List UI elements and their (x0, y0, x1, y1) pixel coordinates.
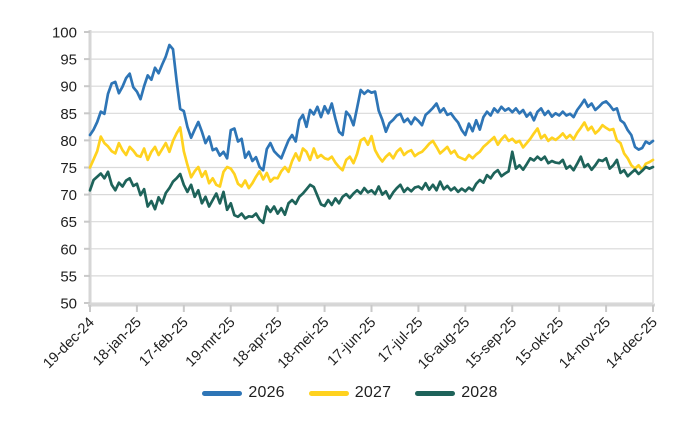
legend-label-2026: 2026 (248, 384, 285, 401)
y-axis-label: 60 (60, 241, 77, 258)
y-axis-label: 65 (60, 214, 77, 231)
x-axis-label: 19-mrt-25 (183, 315, 239, 371)
series-line-2027 (88, 121, 655, 190)
y-axis-label: 50 (60, 296, 77, 313)
legend-swatch-2027 (308, 390, 349, 396)
y-axis-label: 75 (60, 160, 77, 177)
chart-legend: 2026 2027 2028 (0, 384, 700, 402)
legend-item-2027: 2027 (308, 384, 392, 402)
legend-swatch-2028 (415, 390, 456, 396)
y-axis-label: 55 (60, 268, 77, 285)
x-axis-label: 18-mei-25 (275, 315, 332, 372)
legend-label-2028: 2028 (461, 384, 498, 401)
y-axis-label: 70 (60, 187, 77, 204)
x-axis-label: 17-jun-25 (325, 315, 380, 370)
x-axis-label: 14-dec-25 (603, 315, 660, 372)
legend-swatch-2026 (202, 390, 243, 396)
legend-label-2027: 2027 (354, 384, 392, 401)
y-axis-label: 100 (52, 25, 77, 42)
legend-item-2028: 2028 (415, 384, 497, 402)
series-line-2028 (88, 150, 655, 225)
y-axis-label: 80 (60, 133, 77, 150)
series-line-2026 (88, 43, 655, 172)
legend-item-2026: 2026 (202, 384, 285, 402)
y-axis-label: 85 (60, 106, 77, 123)
x-axis-label: 17-feb-25 (136, 315, 191, 370)
y-axis-label: 95 (60, 52, 77, 69)
y-axis-label: 90 (60, 79, 77, 96)
x-axis-label: 18-jan-25 (90, 315, 145, 370)
x-axis-label: 15-sep-25 (463, 315, 520, 372)
x-axis-label: 19-dec-24 (40, 315, 97, 372)
